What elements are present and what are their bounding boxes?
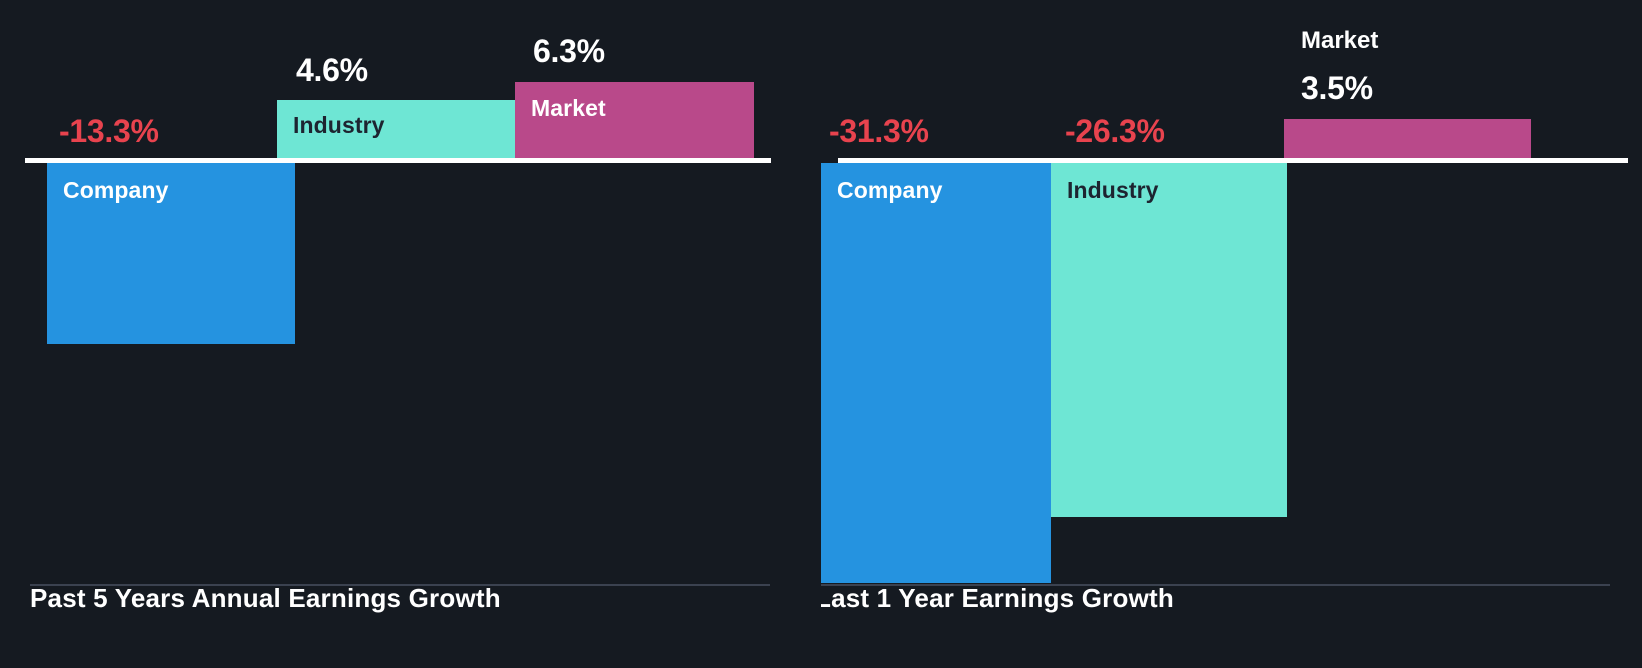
plot-area-right: Company -31.3% Industry -26.3% Market 3.… — [821, 0, 1642, 668]
bar-label-market: Market — [531, 95, 606, 121]
bar-market[interactable] — [1284, 119, 1531, 161]
bar-value-company: -13.3% — [59, 113, 159, 149]
bar-label-company: Company — [837, 177, 943, 203]
bar-company[interactable]: Company — [821, 163, 1051, 583]
bar-industry[interactable]: Industry — [277, 100, 517, 161]
zero-baseline-left — [25, 158, 771, 163]
bar-market[interactable]: Market — [515, 82, 754, 161]
caption-divider-right — [821, 584, 1610, 586]
plot-area-left: Company -13.3% Industry 4.6% Market 6.3% — [25, 33, 771, 344]
bar-value-industry: -26.3% — [1065, 113, 1165, 149]
bar-label-industry: Industry — [293, 112, 385, 138]
zero-baseline-right — [838, 158, 1628, 163]
bar-label-market: Market — [1301, 27, 1379, 54]
caption-divider-left — [30, 584, 770, 586]
bar-value-market: 3.5% — [1301, 70, 1373, 106]
panel-caption-past-5-years: Past 5 Years Annual Earnings Growth — [30, 583, 501, 613]
bar-company[interactable]: Company — [47, 163, 295, 344]
chart-panel-last-1-year: Company -31.3% Industry -26.3% Market 3.… — [821, 0, 1642, 668]
panel-caption-last-1-year: Last 1 Year Earnings Growth — [821, 583, 1174, 613]
bar-value-industry: 4.6% — [296, 52, 368, 88]
bar-value-company: -31.3% — [829, 113, 929, 149]
bar-industry[interactable]: Industry — [1051, 163, 1287, 517]
bar-label-industry: Industry — [1067, 177, 1159, 203]
bar-label-company: Company — [63, 177, 169, 203]
bar-value-market: 6.3% — [533, 33, 605, 69]
chart-panel-past-5-years: Company -13.3% Industry 4.6% Market 6.3%… — [25, 33, 771, 613]
